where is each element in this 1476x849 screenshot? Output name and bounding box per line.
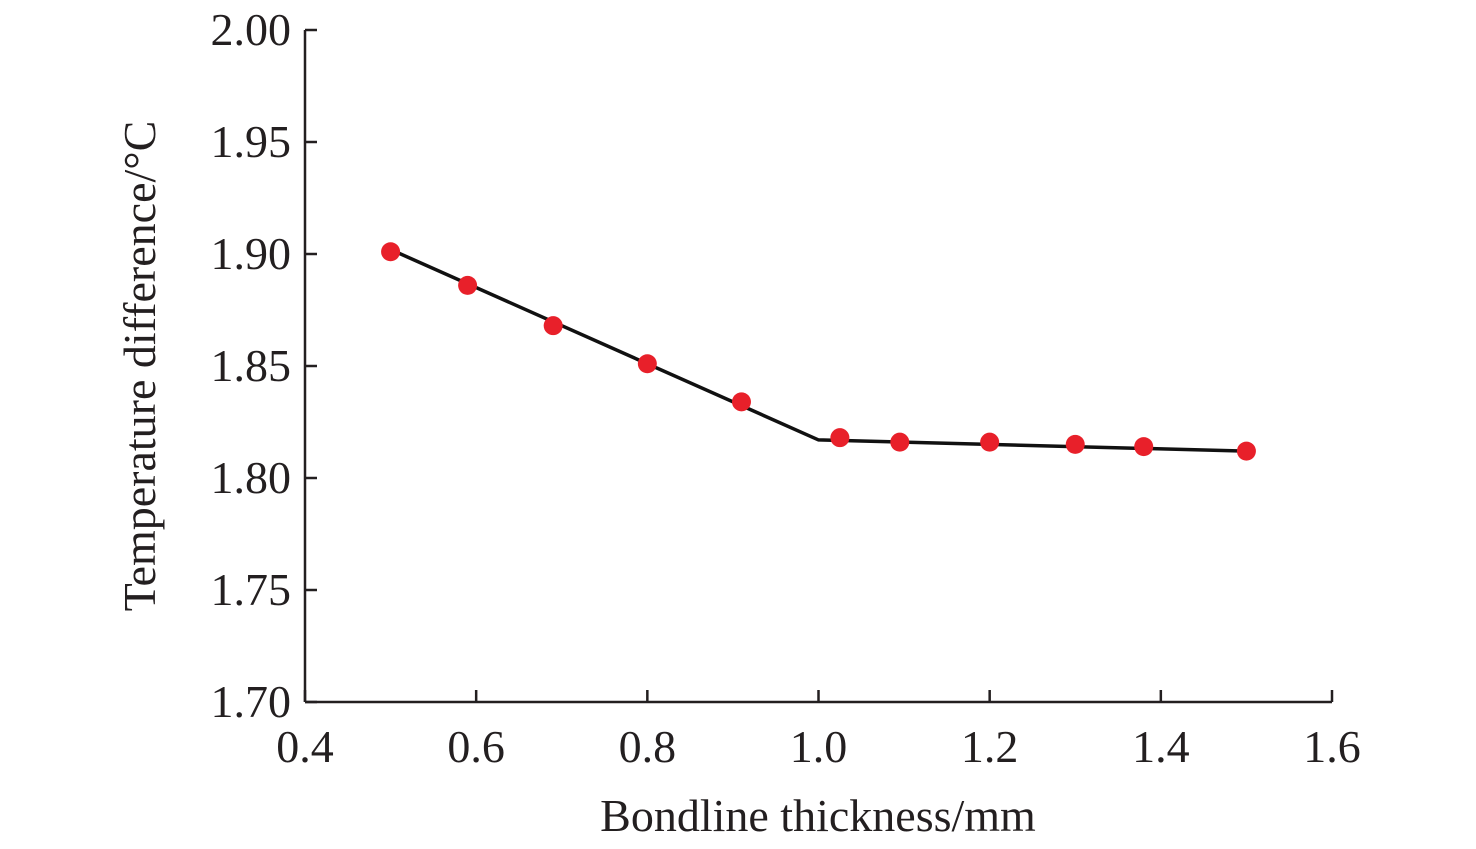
y-tick-label: 1.95 (211, 116, 292, 167)
x-tick-label: 0.6 (447, 721, 505, 772)
x-axis-title: Bondline thickness/mm (600, 790, 1036, 841)
y-axis-title: Temperature difference/°C (114, 121, 165, 612)
y-tick-label: 1.75 (211, 564, 292, 615)
data-point (1236, 441, 1256, 461)
data-point (1134, 437, 1154, 457)
data-point (830, 428, 850, 448)
data-point (980, 432, 1000, 452)
x-tick-label: 1.4 (1132, 721, 1190, 772)
y-tick-label: 1.70 (211, 676, 292, 727)
y-tick-label: 2.00 (211, 4, 292, 55)
y-tick-label: 1.85 (211, 340, 292, 391)
x-tick-label: 1.6 (1303, 721, 1361, 772)
data-point (1065, 434, 1085, 454)
data-point (637, 354, 657, 374)
ticks: 1.70 1.75 1.80 1.85 1.90 1.95 2.00 0.4 0.6 0.8 1.0… (211, 4, 1361, 772)
x-tick-label: 0.4 (276, 721, 334, 772)
data-point (381, 242, 401, 262)
x-tick-label: 1.0 (790, 721, 848, 772)
x-tick-label: 1.2 (961, 721, 1019, 772)
data-point (543, 316, 563, 336)
x-tick-label: 0.8 (619, 721, 677, 772)
data-point (890, 432, 910, 452)
y-tick-label: 1.90 (211, 228, 292, 279)
fit-line (389, 247, 1247, 453)
y-tick-label: 1.80 (211, 452, 292, 503)
data-point (458, 275, 478, 295)
plot-area (381, 242, 1256, 461)
axes (303, 30, 1332, 704)
data-point (731, 392, 751, 412)
